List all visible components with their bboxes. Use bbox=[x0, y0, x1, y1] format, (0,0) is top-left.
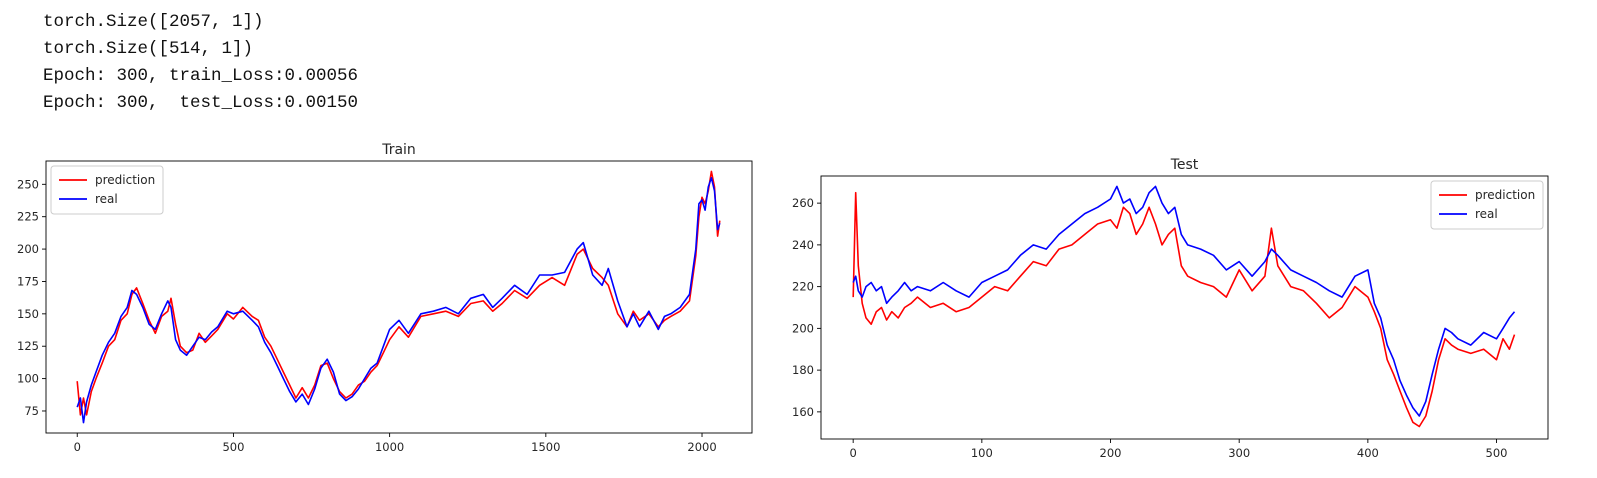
legend-label-real: real bbox=[1475, 207, 1498, 221]
y-tick-label: 220 bbox=[792, 280, 814, 294]
y-tick-label: 200 bbox=[17, 242, 39, 256]
x-tick-label: 2000 bbox=[687, 440, 716, 454]
series-line-prediction bbox=[852, 191, 1516, 428]
chart-title: Train bbox=[381, 142, 416, 158]
legend-label-real: real bbox=[95, 192, 118, 206]
axes-frame bbox=[45, 160, 753, 434]
train-chart: Train 0 500 1000 1500 2000 75 100 125 150 175 200 22… bbox=[17, 142, 753, 454]
series-line-prediction bbox=[76, 170, 721, 416]
legend-box bbox=[50, 165, 164, 215]
x-tick-label: 0 bbox=[74, 440, 81, 454]
x-tick-label: 1000 bbox=[375, 440, 404, 454]
y-tick-label: 160 bbox=[792, 405, 814, 419]
x-tick-label: 200 bbox=[1100, 446, 1122, 460]
legend: prediction real bbox=[50, 165, 164, 215]
x-tick-label: 1500 bbox=[531, 440, 560, 454]
y-tick-label: 75 bbox=[24, 404, 39, 418]
y-tick-label: 125 bbox=[17, 339, 39, 353]
y-tick-label: 100 bbox=[17, 372, 39, 386]
console-line: torch.Size([514, 1]) bbox=[43, 39, 254, 59]
test-chart: Test 0 100 200 300 400 500 160 180 200 220 240 260 pr… bbox=[792, 157, 1549, 460]
x-tick-label: 500 bbox=[222, 440, 244, 454]
console-output: torch.Size([2057, 1]) torch.Size([514, 1]… bbox=[43, 9, 358, 117]
legend-box bbox=[1430, 180, 1544, 230]
y-tick-label: 250 bbox=[17, 177, 39, 191]
x-tick-label: 500 bbox=[1486, 446, 1508, 460]
console-line: torch.Size([2057, 1]) bbox=[43, 12, 264, 32]
x-tick-label: 0 bbox=[850, 446, 857, 460]
series-line-real bbox=[76, 176, 721, 424]
chart-title: Test bbox=[1170, 157, 1199, 173]
x-tick-label: 100 bbox=[971, 446, 993, 460]
y-tick-label: 200 bbox=[792, 321, 814, 335]
x-tick-label: 400 bbox=[1357, 446, 1379, 460]
legend-label-prediction: prediction bbox=[95, 173, 155, 187]
axes-frame bbox=[820, 175, 1549, 440]
console-line: Epoch: 300, test_Loss:0.00150 bbox=[43, 93, 359, 113]
y-tick-label: 225 bbox=[17, 210, 39, 224]
y-tick-label: 150 bbox=[17, 307, 39, 321]
y-tick-label: 175 bbox=[17, 274, 39, 288]
console-line: Epoch: 300, train_Loss:0.00056 bbox=[43, 66, 359, 86]
legend: prediction real bbox=[1430, 180, 1544, 230]
y-tick-label: 260 bbox=[792, 196, 814, 210]
y-tick-label: 180 bbox=[792, 363, 814, 377]
y-tick-label: 240 bbox=[792, 238, 814, 252]
series-line-real bbox=[852, 185, 1516, 417]
legend-label-prediction: prediction bbox=[1475, 188, 1535, 202]
x-tick-label: 300 bbox=[1228, 446, 1250, 460]
